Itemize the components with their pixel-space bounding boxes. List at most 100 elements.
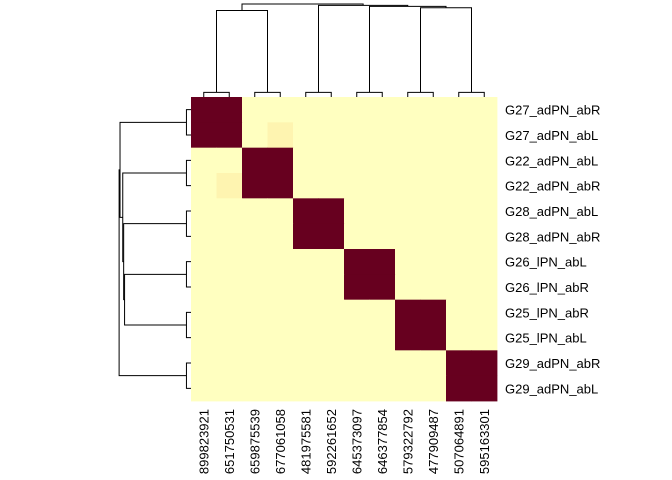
heatmap-cell — [293, 147, 319, 174]
heatmap-cell — [344, 375, 370, 402]
heatmap-cell — [267, 274, 294, 301]
row-label: G28_adPN_abL — [505, 204, 598, 219]
heatmap-cell — [191, 223, 217, 250]
dendrogram-branch — [123, 223, 187, 301]
heatmap-cell — [293, 350, 319, 377]
heatmap-cell — [267, 325, 294, 351]
column-label: 507064891 — [451, 409, 466, 474]
heatmap-cell — [420, 375, 447, 402]
heatmap-cell — [344, 274, 370, 301]
heatmap-cell — [395, 223, 421, 250]
heatmap-cell — [395, 325, 421, 351]
heatmap-cell — [318, 350, 345, 377]
heatmap-cell — [267, 375, 294, 402]
heatmap-cell — [446, 299, 472, 326]
heatmap-cell — [242, 147, 268, 174]
heatmap-cell — [242, 173, 268, 199]
heatmap-cell — [318, 97, 345, 123]
heatmap-cell — [471, 299, 498, 326]
heatmap-cell — [344, 249, 370, 275]
column-dendrogram — [203, 3, 485, 97]
column-label: 651750531 — [222, 409, 237, 474]
heatmap-cell — [369, 274, 396, 301]
dendrogram-branch — [254, 91, 281, 97]
heatmap-cell — [446, 249, 472, 275]
dendrogram-branch — [119, 121, 187, 218]
heatmap-cell — [420, 299, 447, 326]
heatmap-cell — [471, 198, 498, 225]
heatmap-cell — [216, 97, 243, 123]
column-label: 645373097 — [349, 409, 364, 474]
heatmap-cell — [395, 274, 421, 301]
heatmap-cell — [242, 325, 268, 351]
heatmap-cell — [318, 249, 345, 275]
dendrogram-branch — [122, 172, 187, 263]
heatmap-cell — [420, 274, 447, 301]
heatmap-cell — [344, 122, 370, 149]
heatmap-cell — [242, 274, 268, 301]
dendrogram-branch — [185, 362, 191, 389]
row-labels: G27_adPN_abR G27_adPN_abL G22_adPN_abL G22_… — [505, 103, 600, 397]
heatmap-cell — [471, 147, 498, 174]
heatmap-cell — [471, 274, 498, 301]
heatmap-cell — [216, 173, 243, 199]
row-label: G22_adPN_abL — [505, 153, 598, 168]
heatmap-cell — [191, 249, 217, 275]
heatmap-cell — [267, 198, 294, 225]
dendrogram-branch — [216, 10, 268, 93]
heatmap-cell — [471, 325, 498, 351]
heatmap-cell — [395, 350, 421, 377]
heatmap-cell — [420, 249, 447, 275]
heatmap-cell — [395, 249, 421, 275]
heatmap-cell — [420, 97, 447, 123]
heatmap-cell — [242, 97, 268, 123]
heatmap-cell — [395, 173, 421, 199]
heatmap-cell — [318, 198, 345, 225]
heatmap-cell — [216, 325, 243, 351]
row-label: G27_adPN_abR — [505, 103, 600, 118]
heatmap-cell — [242, 122, 268, 149]
heatmap-cell — [446, 274, 472, 301]
heatmap-cell — [216, 375, 243, 402]
heatmap-cell — [471, 97, 498, 123]
heatmap-cell — [395, 299, 421, 326]
heatmap-cell — [471, 249, 498, 275]
heatmap-cell — [446, 350, 472, 377]
heatmap-cell — [395, 198, 421, 225]
heatmap-cell — [216, 147, 243, 174]
dendrogram-branch — [185, 109, 191, 136]
heatmap-cell — [293, 198, 319, 225]
heatmap-cell — [344, 299, 370, 326]
column-label: 477909487 — [426, 409, 441, 474]
heatmap-cell — [318, 299, 345, 326]
column-label: 481975581 — [298, 409, 313, 474]
heatmap-cell — [293, 173, 319, 199]
heatmap-cell — [318, 173, 345, 199]
heatmap-cell — [318, 147, 345, 174]
heatmap-cell — [471, 122, 498, 149]
heatmap-cell — [369, 122, 396, 149]
heatmap-cell — [267, 350, 294, 377]
heatmap-cell — [369, 97, 396, 123]
heatmap-cell — [395, 147, 421, 174]
heatmap-cell — [344, 97, 370, 123]
heatmap-cell — [267, 97, 294, 123]
column-label: 579322792 — [400, 409, 415, 474]
heatmap-cell — [471, 173, 498, 199]
heatmap-cell — [369, 223, 396, 250]
heatmap-cell — [369, 147, 396, 174]
heatmap-cell — [191, 97, 217, 123]
heatmap-cell — [395, 122, 421, 149]
dendrogram-branch — [407, 91, 434, 97]
heatmap-cell — [446, 122, 472, 149]
heatmap-cell — [293, 299, 319, 326]
heatmap-cell — [191, 173, 217, 199]
dendrogram-branch — [185, 311, 191, 339]
heatmap-cell — [471, 350, 498, 377]
heatmap-cell — [242, 375, 268, 402]
dendrogram-branch — [118, 169, 187, 377]
heatmap-cell — [242, 350, 268, 377]
heatmap-cell — [318, 122, 345, 149]
dendrogram-branch — [185, 261, 191, 288]
